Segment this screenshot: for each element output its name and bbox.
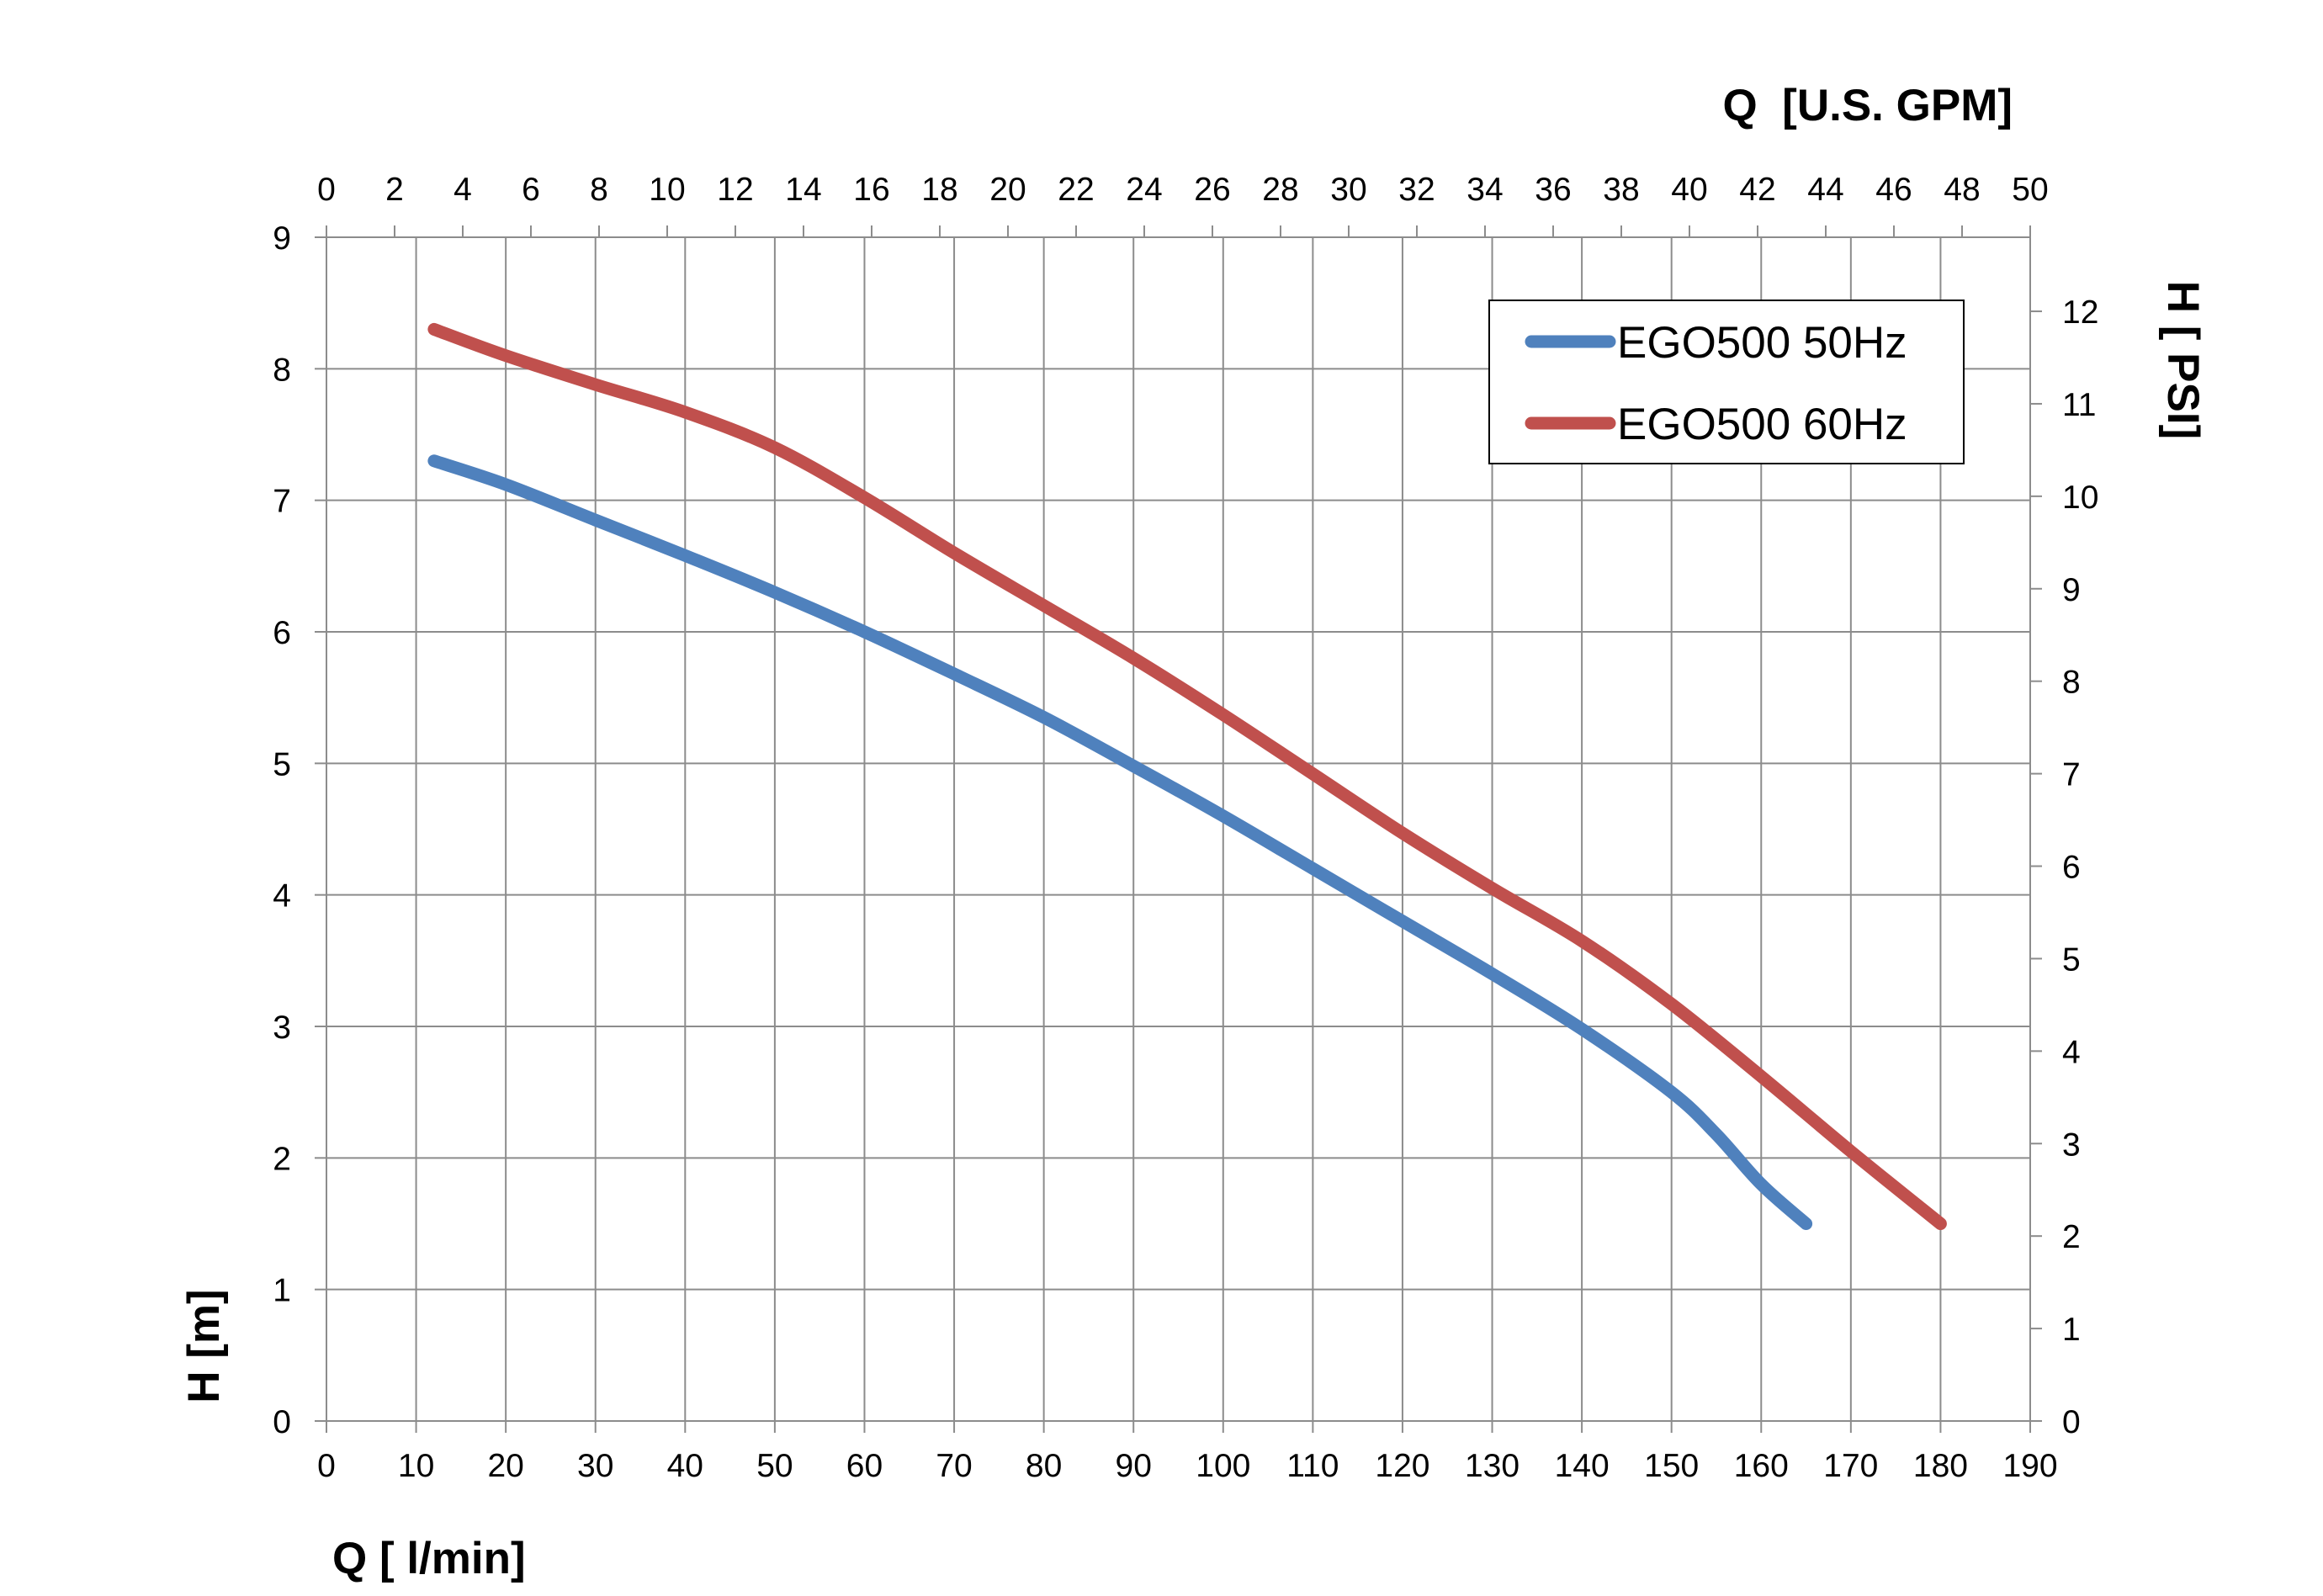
top-axis-tick-label: 0 (317, 172, 336, 208)
left-axis-tick-label: 3 (273, 1010, 291, 1046)
right-axis-tick-label: 12 (2062, 294, 2098, 331)
axes: 0 10 20 30 40 50 60 70 80 90 100 110 120 130 140 150 160… (273, 172, 2098, 1484)
top-axis-title: Q [U.S. GPM] (1723, 81, 2013, 130)
right-axis-tick-label: 7 (2062, 757, 2081, 793)
series-line-60hz (427, 322, 1947, 1230)
bottom-axis-tick-label: 50 (756, 1448, 793, 1484)
bottom-axis-tick-label: 120 (1375, 1448, 1429, 1484)
right-axis-tick-label: 11 (2062, 387, 2097, 423)
left-axis-tick-label: 7 (273, 484, 291, 520)
left-axis-tick-label: 9 (273, 220, 291, 257)
bottom-axis-tick-label: 0 (317, 1448, 336, 1484)
top-axis-tick-label: 38 (1603, 172, 1639, 208)
top-axis-tick-label: 30 (1330, 172, 1366, 208)
right-axis-tick-label: 2 (2062, 1219, 2081, 1255)
top-axis-tick-label: 22 (1058, 172, 1094, 208)
bottom-axis-tick-label: 150 (1644, 1448, 1699, 1484)
top-axis-tick-label: 46 (1875, 172, 1912, 208)
top-axis-tick-label: 16 (853, 172, 889, 208)
top-axis-tick-label: 20 (989, 172, 1026, 208)
legend-label: EGO500 60Hz (1617, 400, 1907, 449)
bottom-axis-tick-label: 160 (1734, 1448, 1789, 1484)
bottom-axis-tick-label: 30 (577, 1448, 613, 1484)
bottom-axis-tick-label: 190 (2002, 1448, 2057, 1484)
left-axis-tick-label: 2 (273, 1141, 291, 1177)
bottom-axis-tick-label: 10 (398, 1448, 434, 1484)
top-axis-tick-label: 2 (385, 172, 404, 208)
bottom-axis-tick-label: 140 (1555, 1448, 1610, 1484)
series-line-50hz (427, 454, 1813, 1230)
top-axis-tick-label: 4 (453, 172, 472, 208)
top-axis-tick-label: 24 (1126, 172, 1162, 208)
bottom-axis-tick-label: 20 (487, 1448, 523, 1484)
top-axis-tick-label: 8 (590, 172, 608, 208)
right-axis-tick-label: 4 (2062, 1034, 2081, 1070)
bottom-axis-tick-label: 170 (1823, 1448, 1878, 1484)
top-axis-tick-label: 44 (1807, 172, 1843, 208)
left-axis-tick-label: 5 (273, 746, 291, 782)
axis-titles: Q [U.S. GPM] Q [ l/min] H [m] H [ PSI] (179, 81, 2208, 1583)
right-axis-tick-label: 6 (2062, 850, 2081, 886)
right-axis-tick-label: 5 (2062, 941, 2081, 978)
top-axis-tick-label: 48 (1944, 172, 1980, 208)
top-axis-tick-label: 50 (2012, 172, 2048, 208)
bottom-axis-tick-label: 100 (1196, 1448, 1250, 1484)
top-axis-tick-label: 28 (1262, 172, 1298, 208)
top-axis-tick-label: 12 (717, 172, 753, 208)
right-axis-tick-label: 3 (2062, 1127, 2081, 1163)
top-axis-tick-label: 42 (1739, 172, 1775, 208)
legend-label: EGO500 50Hz (1617, 318, 1907, 368)
top-axis-tick-label: 40 (1671, 172, 1707, 208)
right-axis-tick-label: 10 (2062, 480, 2098, 516)
legend: EGO500 50Hz EGO500 60Hz (1488, 300, 1965, 464)
left-axis-title: H [m] (179, 1289, 229, 1402)
top-axis-tick-label: 32 (1398, 172, 1435, 208)
right-axis-tick-label: 8 (2062, 665, 2081, 701)
left-axis-tick-label: 8 (273, 352, 291, 388)
right-axis-title: H [ PSI] (2158, 281, 2208, 439)
bottom-axis-tick-label: 40 (667, 1448, 703, 1484)
bottom-axis-tick-label: 110 (1286, 1448, 1339, 1484)
bottom-axis-title: Q [ l/min] (332, 1534, 526, 1583)
series-lines (427, 322, 1947, 1230)
top-axis-tick-label: 18 (921, 172, 957, 208)
left-axis-tick-label: 0 (273, 1404, 291, 1440)
top-axis-tick-label: 26 (1194, 172, 1230, 208)
bottom-axis-tick-label: 70 (936, 1448, 972, 1484)
bottom-axis-tick-label: 90 (1116, 1448, 1152, 1484)
top-axis-tick-label: 6 (522, 172, 540, 208)
left-axis-tick-label: 4 (273, 878, 291, 915)
bottom-axis-tick-label: 60 (846, 1448, 883, 1484)
legend-box (1488, 300, 1965, 464)
top-axis-tick-label: 14 (785, 172, 821, 208)
right-axis-tick-label: 9 (2062, 572, 2081, 608)
bottom-axis-tick-label: 80 (1026, 1448, 1062, 1484)
top-axis-tick-label: 36 (1535, 172, 1571, 208)
right-axis-tick-label: 0 (2062, 1404, 2081, 1440)
right-axis-tick-label: 1 (2062, 1312, 2081, 1348)
bottom-axis-tick-label: 130 (1465, 1448, 1519, 1484)
top-axis-tick-label: 34 (1466, 172, 1503, 208)
top-axis-tick-label: 10 (649, 172, 685, 208)
left-axis-tick-label: 6 (273, 615, 291, 651)
left-axis-tick-label: 1 (273, 1273, 291, 1309)
bottom-axis-tick-label: 180 (1913, 1448, 1968, 1484)
